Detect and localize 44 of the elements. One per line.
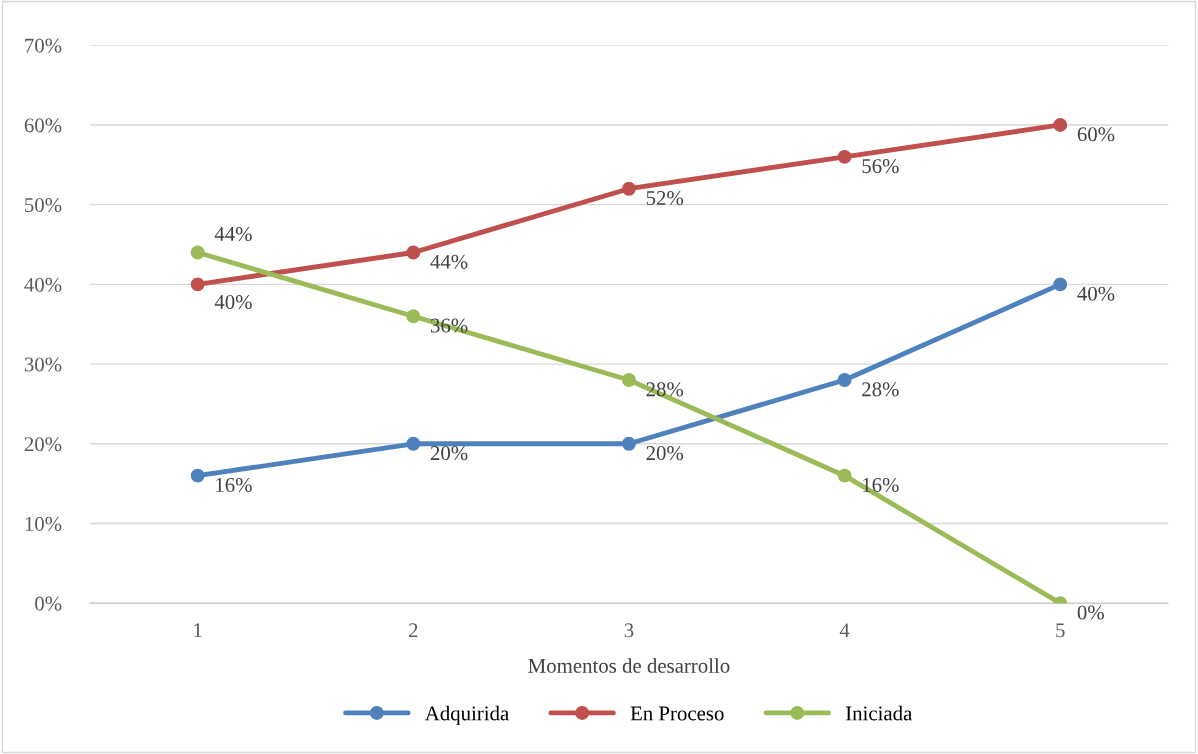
point [622,436,636,451]
y-tick-label: 0% [35,596,62,611]
point [406,436,421,451]
y-tick-label: 50% [25,198,62,213]
y-tick-label: 10% [25,516,62,531]
y-tick-label: 40% [24,277,62,292]
point [1053,277,1068,292]
x-tick-label: 3 [624,623,634,638]
point [837,468,852,483]
data-label: 20% [646,446,684,461]
point [190,277,205,292]
x-tick-label: 5 [1056,623,1065,638]
x-tick-label: 2 [409,623,418,638]
x-tick-label: 1 [194,623,202,638]
data-label: 60% [1077,127,1115,142]
data-label: 44% [214,226,252,242]
point [1053,118,1068,132]
point [190,468,205,483]
y-tick-label: 70% [25,38,62,53]
point [406,309,421,324]
x-tick-label: 4 [839,623,850,638]
data-label: 40% [214,294,252,310]
y-tick-label: 30% [24,357,62,372]
point [190,245,205,260]
data-label: 40% [1077,286,1115,301]
data-label: 16% [863,477,899,493]
point [622,181,636,196]
data-label: 52% [646,190,684,206]
legend-label: Iniciada [845,705,913,721]
data-label: 44% [430,254,468,269]
data-label: 56% [862,159,899,174]
y-tick-label: 20% [24,437,62,452]
legend-label: Adquirida [424,705,509,725]
point [837,373,852,387]
data-label: 20% [430,446,468,461]
y-tick-label: 60% [24,118,62,133]
point [837,149,852,164]
data-label: 28% [862,382,899,397]
point [406,245,421,260]
data-label: 16% [216,477,252,493]
legend-label: En Proceso [630,706,724,721]
data-label: 0% [1077,605,1104,620]
x-axis-title: Momentos de desarrollo [528,658,730,673]
point [622,373,636,387]
